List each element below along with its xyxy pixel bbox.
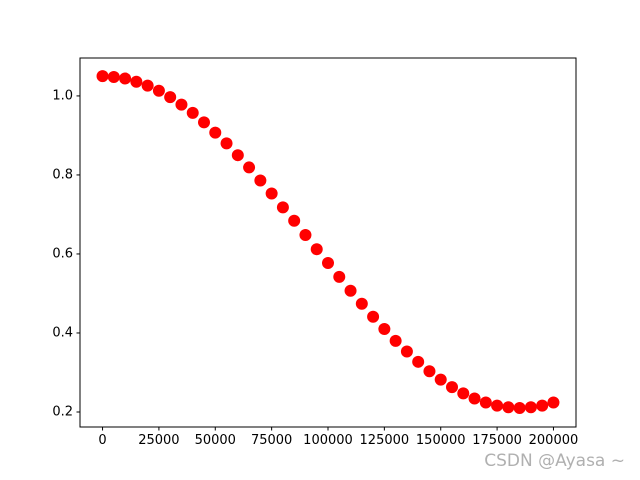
point: [491, 399, 504, 412]
x-tick-label: 200000: [529, 433, 579, 448]
point: [96, 70, 109, 83]
point: [378, 323, 391, 336]
point: [141, 79, 154, 92]
point: [513, 402, 526, 415]
point: [119, 72, 132, 85]
y-tick-label: 0.8: [52, 167, 73, 182]
x-tick-label: 0: [98, 433, 106, 448]
y-tick-label: 0.4: [52, 325, 73, 340]
point: [389, 334, 402, 347]
point: [152, 84, 165, 97]
point: [243, 161, 256, 174]
point: [265, 187, 278, 200]
point: [209, 126, 222, 139]
point: [400, 345, 413, 358]
plot-frame: [79, 57, 577, 428]
point: [231, 149, 244, 162]
point: [220, 137, 233, 150]
x-tick-label: 50000: [195, 433, 236, 448]
point: [344, 284, 357, 297]
point: [547, 396, 560, 409]
y-tick-label: 0.6: [52, 246, 73, 261]
x-tick-label: 75000: [251, 433, 292, 448]
point: [446, 381, 458, 394]
point: [536, 399, 549, 412]
x-tick-label: 150000: [416, 433, 466, 448]
point: [502, 401, 515, 414]
point: [310, 243, 323, 256]
point: [299, 228, 312, 241]
x-tick-label: 100000: [303, 433, 353, 448]
point: [367, 310, 380, 323]
point: [288, 214, 301, 227]
point: [130, 75, 143, 88]
point: [333, 270, 346, 283]
point: [175, 98, 188, 111]
point: [479, 396, 492, 409]
point: [468, 392, 481, 405]
point: [412, 355, 425, 368]
point: [355, 297, 368, 310]
x-tick-label: 125000: [360, 433, 410, 448]
point: [254, 174, 267, 187]
y-tick-label: 1.0: [52, 88, 73, 103]
point: [164, 91, 177, 104]
watermark: CSDN @Ayasa ~: [484, 451, 625, 471]
point: [198, 116, 210, 129]
x-tick-label: 175000: [472, 433, 522, 448]
y-tick-label: 0.2: [52, 404, 73, 419]
point: [322, 257, 334, 270]
point: [524, 401, 537, 414]
x-tick-label: 25000: [138, 433, 179, 448]
point: [423, 365, 436, 378]
point: [186, 106, 199, 119]
point: [457, 387, 470, 400]
point: [107, 70, 120, 83]
point: [276, 201, 289, 214]
point: [434, 373, 447, 386]
